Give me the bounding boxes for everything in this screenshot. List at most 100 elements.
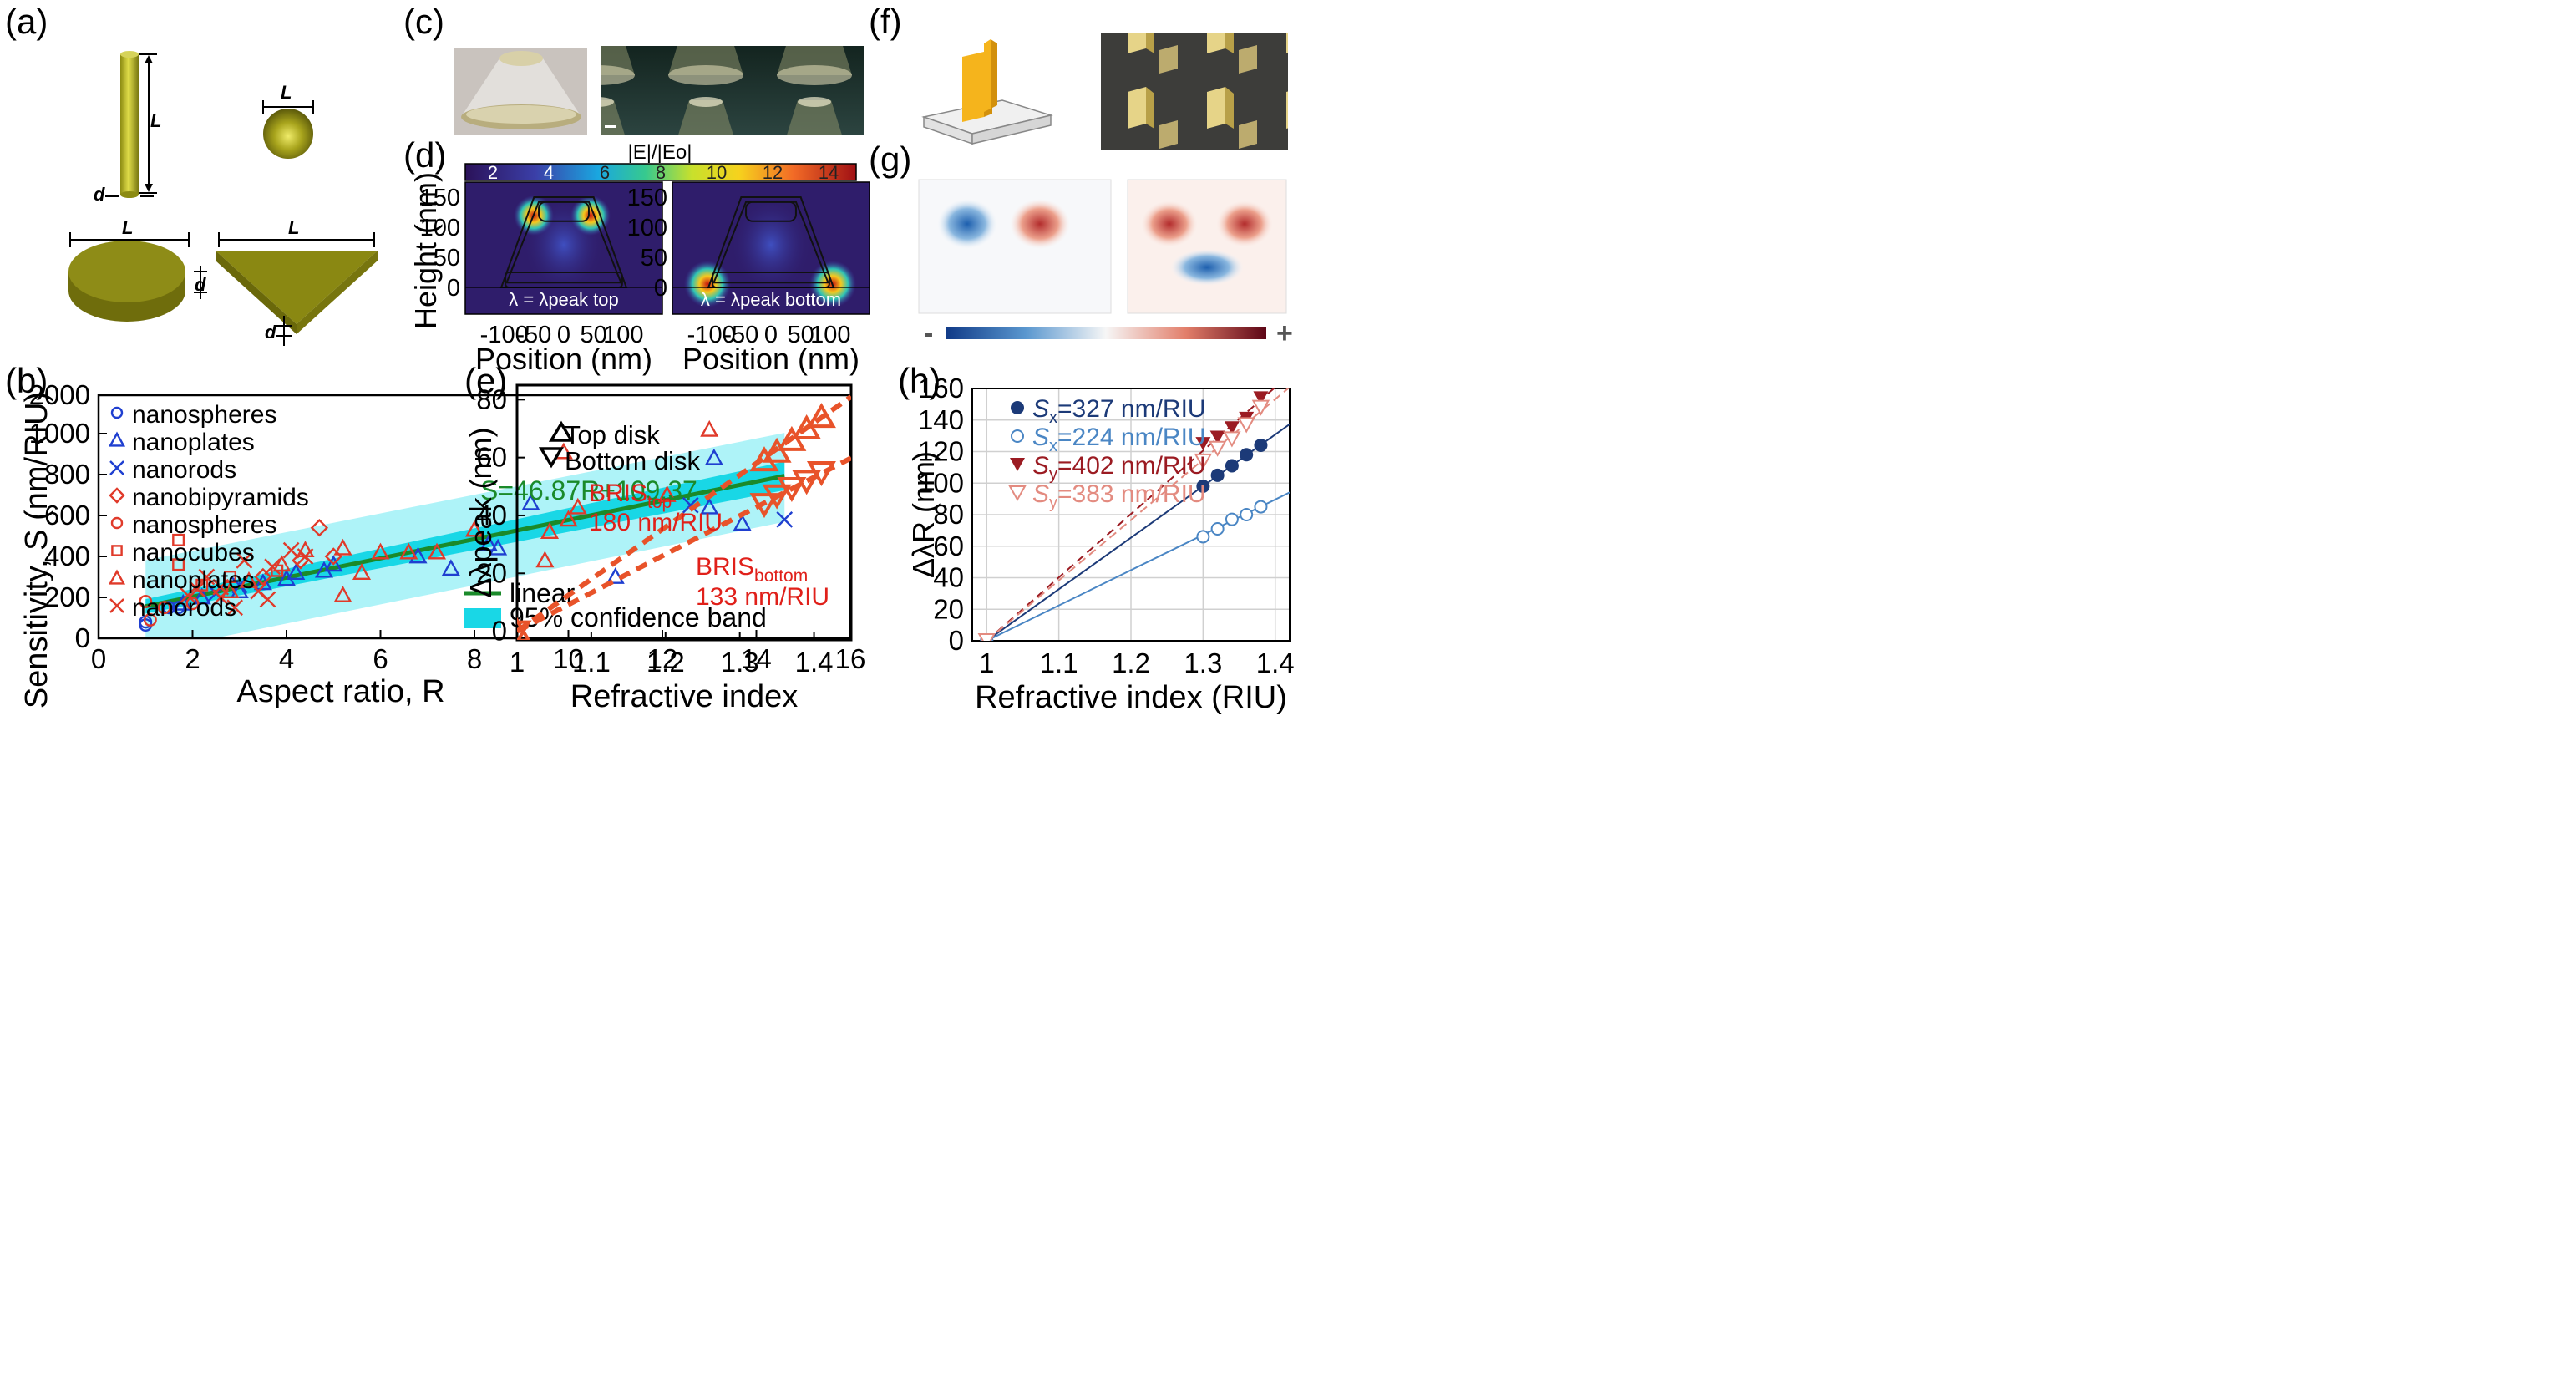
x-tick-label: 2 bbox=[185, 643, 200, 674]
annotation-sub: bottom bbox=[754, 566, 808, 586]
data-point bbox=[776, 511, 794, 528]
y-tick-label: 60 bbox=[476, 442, 507, 473]
field-annotation: λ = λpeak bottom bbox=[701, 289, 841, 310]
panel-label-g: (g) bbox=[869, 140, 911, 179]
legend-marker bbox=[1008, 485, 1027, 502]
colorbar-plus: + bbox=[1276, 317, 1293, 349]
y-tick-label: 60 bbox=[933, 531, 964, 561]
data-point bbox=[749, 493, 779, 519]
y-tick-label: 200 bbox=[44, 581, 90, 612]
legend-label-post: =383 nm/RIU bbox=[1057, 480, 1206, 508]
data-point bbox=[226, 599, 243, 617]
y-tick-label: 40 bbox=[476, 500, 507, 531]
y-tick-label: 0 bbox=[654, 275, 667, 302]
y-tick-label: 0 bbox=[949, 625, 964, 656]
legend-marker bbox=[1010, 458, 1025, 471]
data-point bbox=[806, 460, 836, 486]
data-point bbox=[172, 558, 185, 571]
panel-label-a: (a) bbox=[5, 2, 48, 41]
data-point bbox=[172, 533, 185, 546]
legend-marker bbox=[110, 516, 124, 530]
x-axis-label: Position (nm) bbox=[682, 342, 860, 376]
legend-marker bbox=[109, 460, 124, 475]
disk-thickness-label: d bbox=[195, 274, 206, 295]
data-point bbox=[1196, 530, 1210, 544]
y-tick-label: 0 bbox=[75, 622, 90, 653]
data-point bbox=[157, 601, 171, 615]
x-axis-label: Refractive index (RIU) bbox=[975, 680, 1287, 715]
y-tick-label: 50 bbox=[434, 245, 460, 272]
data-point bbox=[1210, 521, 1225, 536]
axes-frame bbox=[971, 388, 1291, 642]
panel-e: (e) 1 1.1 1.2 1.3 1.4 0 20 40 60 80 Refractive ind… bbox=[464, 361, 853, 714]
data-point bbox=[1208, 440, 1227, 457]
x-tick-label: 6 bbox=[373, 643, 388, 674]
y-tick-label: 20 bbox=[933, 593, 964, 624]
data-point bbox=[441, 559, 460, 576]
legend-label: nanoplates bbox=[132, 566, 255, 594]
data-point bbox=[282, 541, 300, 559]
data-point bbox=[733, 514, 752, 531]
data-point bbox=[162, 601, 176, 615]
y-tick-label: 100 bbox=[918, 467, 964, 498]
data-point bbox=[535, 551, 555, 568]
series-annotation: BRISbottom bbox=[696, 553, 808, 586]
series-annotation: BRIStop bbox=[589, 480, 672, 512]
legend-label: Sx=327 nm/RIU bbox=[1032, 395, 1206, 427]
legend-label-sub: y bbox=[1049, 465, 1057, 484]
legend-label-post: =327 nm/RIU bbox=[1057, 395, 1206, 423]
data-point bbox=[1224, 421, 1240, 435]
data-point bbox=[700, 497, 719, 515]
y-tick-label: 160 bbox=[918, 373, 964, 404]
x-tick-label: 50 bbox=[788, 322, 814, 348]
y-tick-label: 50 bbox=[641, 245, 667, 272]
y-tick-label: 100 bbox=[627, 215, 667, 241]
x-tick-label: 12 bbox=[647, 643, 678, 674]
x-tick-label: 1.2 bbox=[1112, 647, 1150, 678]
y-tick-label: 600 bbox=[44, 500, 90, 531]
legend-marker bbox=[109, 487, 125, 504]
legend-label: nanocubes bbox=[132, 539, 255, 566]
legend-label-post: =224 nm/RIU bbox=[1057, 424, 1206, 451]
disk-length-label: L bbox=[122, 217, 133, 238]
data-point bbox=[1240, 448, 1254, 462]
legend-label: nanospheres bbox=[132, 511, 276, 539]
data-point bbox=[297, 548, 314, 565]
data-point bbox=[239, 571, 259, 588]
series-group bbox=[977, 388, 1290, 641]
fit-line bbox=[517, 394, 851, 634]
data-point bbox=[517, 620, 532, 640]
annotation-value: 133 nm/RIU bbox=[696, 583, 829, 611]
x-tick-label: 0 bbox=[91, 643, 106, 674]
charge-colorbar bbox=[946, 327, 1266, 339]
panel-label-h: (h) bbox=[898, 361, 941, 400]
data-point bbox=[762, 484, 792, 510]
legend-marker-top bbox=[548, 420, 575, 442]
data-point bbox=[700, 419, 719, 437]
legend-label: nanospheres bbox=[132, 401, 276, 429]
data-point bbox=[143, 613, 157, 627]
legend-conf-swatch bbox=[464, 608, 501, 628]
data-point bbox=[521, 493, 540, 510]
colorbar-label: |E|/|Eo| bbox=[628, 141, 692, 164]
legend-label: nanorods bbox=[132, 594, 236, 622]
data-point bbox=[977, 633, 996, 641]
data-point bbox=[272, 555, 292, 572]
x-axis-label: Position (nm) bbox=[475, 342, 652, 376]
charge-map-y bbox=[1127, 179, 1287, 314]
data-point bbox=[777, 477, 807, 503]
x-tick-label: 0 bbox=[764, 322, 778, 348]
data-point bbox=[324, 555, 343, 572]
y-axis-label: Δλpeak (nm) bbox=[464, 427, 498, 597]
data-point bbox=[192, 587, 211, 605]
legend-label-sub: x bbox=[1049, 437, 1057, 455]
x-tick-label: -50 bbox=[516, 322, 551, 348]
y-tick-label: 0 bbox=[447, 275, 460, 302]
data-point bbox=[333, 538, 352, 556]
